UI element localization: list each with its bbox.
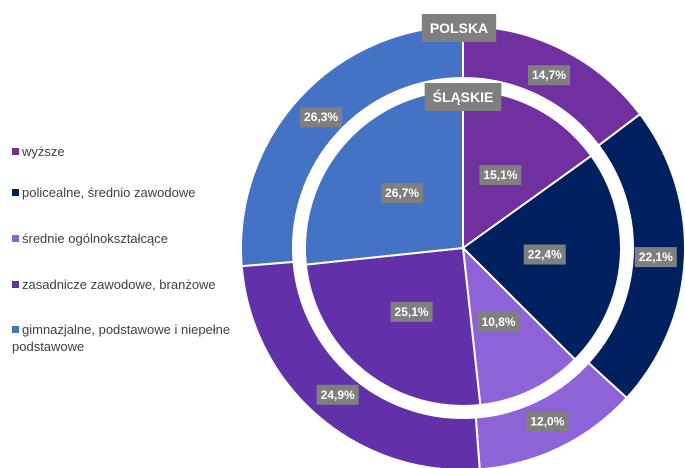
data-label-text: 26,7% xyxy=(385,186,419,200)
data-label-box xyxy=(479,165,522,186)
data-label: 24,9% xyxy=(316,384,359,405)
data-label: 14,7% xyxy=(527,65,571,86)
data-label: 22,1% xyxy=(634,247,677,268)
data-label-text: 12,0% xyxy=(530,415,564,429)
legend-item: wyższe xyxy=(12,143,257,160)
data-label-box xyxy=(300,107,343,128)
data-label: 26,7% xyxy=(381,183,424,204)
data-label-text: 14,7% xyxy=(532,68,566,82)
series-label-box xyxy=(424,83,502,111)
data-label-box xyxy=(477,311,520,332)
data-label: 26,3% xyxy=(300,107,343,128)
data-label-box xyxy=(527,65,571,86)
series-label: ŚLĄSKIE xyxy=(424,83,502,111)
series-label-box xyxy=(421,14,497,42)
series-label: POLSKA xyxy=(421,14,497,42)
legend-item: zasadnicze zawodowe, branżowe xyxy=(12,276,257,293)
series-label-text: ŚLĄSKIE xyxy=(433,88,494,105)
data-label-box xyxy=(316,384,359,405)
legend-text: średnie ogólnokształcące xyxy=(22,231,168,246)
data-label-text: 22,4% xyxy=(528,248,562,262)
data-label-text: 15,1% xyxy=(483,168,517,182)
data-label-box xyxy=(526,411,569,432)
legend-swatch xyxy=(12,189,19,196)
data-label-text: 25,1% xyxy=(395,305,429,319)
legend-swatch xyxy=(12,235,19,242)
series-label-text: POLSKA xyxy=(430,20,488,36)
data-label-text: 24,9% xyxy=(321,388,355,402)
legend-swatch xyxy=(12,281,19,288)
data-label-text: 26,3% xyxy=(304,110,338,124)
legend-swatch xyxy=(12,326,19,333)
legend-text: zasadnicze zawodowe, branżowe xyxy=(22,277,216,292)
slice xyxy=(304,246,482,407)
data-label: 10,8% xyxy=(477,311,520,332)
legend-item: policealne, średnio zawodowe xyxy=(12,184,257,201)
data-label-box xyxy=(634,247,677,268)
data-label: 22,4% xyxy=(523,244,566,265)
data-label-text: 22,1% xyxy=(639,250,673,264)
legend-item: średnie ogólnokształcące xyxy=(12,230,257,247)
data-label: 15,1% xyxy=(479,165,522,186)
data-label-text: 10,8% xyxy=(482,315,516,329)
data-label: 25,1% xyxy=(390,301,433,322)
data-label-box xyxy=(381,183,424,204)
legend-swatch xyxy=(12,148,19,155)
legend-text: policealne, średnio zawodowe xyxy=(22,185,196,200)
legend-text: wyższe xyxy=(22,144,65,159)
data-label-box xyxy=(523,244,566,265)
data-label: 12,0% xyxy=(526,411,569,432)
data-label-box xyxy=(390,301,433,322)
legend-text: gimnazjalne, podstawowe i niepełne podst… xyxy=(12,322,231,354)
legend-item: gimnazjalne, podstawowe i niepełne podst… xyxy=(12,321,257,355)
